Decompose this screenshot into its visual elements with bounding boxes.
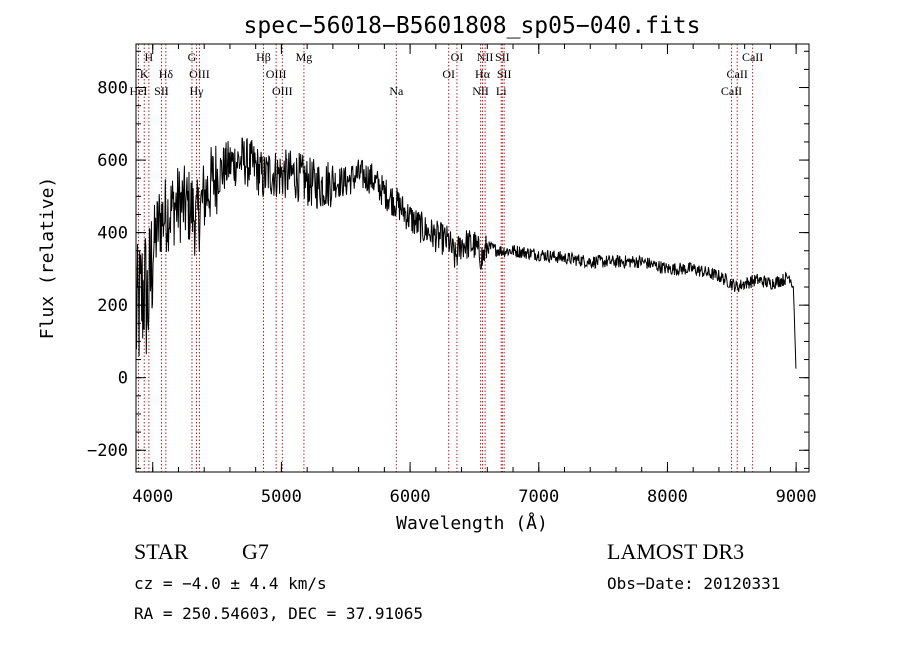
spectral-line-label: NII — [477, 50, 494, 64]
coordinates: RA = 250.54603, DEC = 37.91065 — [134, 604, 423, 623]
spectral-line-label: NII — [472, 84, 489, 98]
y-tick-label: 400 — [97, 224, 128, 244]
spectral-line-label: H — [145, 50, 154, 64]
spectral-line-label: Hα — [475, 67, 491, 81]
chart-title: spec−56018−B5601808_sp05−040.fits — [244, 13, 701, 39]
spectral-line-label: HeI — [129, 84, 147, 98]
spectral-line-label: OIII — [272, 84, 293, 98]
y-tick-label: 600 — [97, 151, 128, 171]
x-tick-label: 5000 — [261, 487, 302, 507]
object-class: STAR — [134, 539, 189, 564]
spectral-line-label: K — [140, 67, 149, 81]
x-tick-label: 9000 — [776, 487, 817, 507]
redshift-cz: cz = −4.0 ± 4.4 km/s — [134, 574, 327, 593]
minor-ticks — [136, 44, 809, 472]
x-tick-label: 8000 — [647, 487, 688, 507]
spectral-line-label: Hβ — [256, 50, 271, 64]
survey-name: LAMOST DR3 — [607, 539, 744, 564]
spectral-line-label: OI — [451, 50, 464, 64]
x-tick-label: 4000 — [132, 487, 173, 507]
spectral-line-label: SII — [497, 67, 512, 81]
tick-labels: 4000 5000 6000 7000 8000 9000 −200 0 200 400 600 80… — [87, 79, 817, 507]
x-tick-label: 7000 — [518, 487, 559, 507]
spectrum-line — [135, 137, 797, 369]
y-tick-label: 0 — [118, 369, 128, 389]
spectral-line-label: SII — [154, 84, 169, 98]
obs-date: Obs−Date: 20120331 — [607, 574, 780, 593]
y-tick-label: 200 — [97, 296, 128, 316]
x-axis-label: Wavelength (Å) — [396, 512, 548, 534]
y-axis-label: Flux (relative) — [37, 177, 58, 340]
spectral-line-label: Hδ — [159, 67, 174, 81]
major-ticks — [136, 44, 809, 472]
spectral-line-label: OIII — [189, 67, 210, 81]
spectral-line-markers: HK HeI SII Hδ G OIII Hγ Hβ OIII OIII Mg Na OI OI NII Hα… — [129, 44, 763, 472]
y-tick-label: 800 — [97, 79, 128, 99]
spectral-line-label: Li — [496, 84, 507, 98]
plot-frame — [135, 43, 810, 473]
spectral-line-label: Mg — [296, 50, 313, 64]
spectral-line-label: SII — [495, 50, 510, 64]
spectral-line-label: CaII — [742, 50, 763, 64]
spectral-line-label: Na — [389, 84, 404, 98]
spectral-line-label: OI — [442, 67, 455, 81]
y-tick-label: −200 — [87, 441, 128, 461]
spectral-line-label: CaII — [721, 84, 742, 98]
spectral-line-label: CaII — [727, 67, 748, 81]
spectral-line-label: G — [188, 50, 197, 64]
spectral-line-label: OIII — [266, 67, 287, 81]
subclass: G7 — [242, 539, 269, 564]
x-tick-label: 6000 — [390, 487, 431, 507]
spectral-line-label: Hγ — [189, 84, 204, 98]
